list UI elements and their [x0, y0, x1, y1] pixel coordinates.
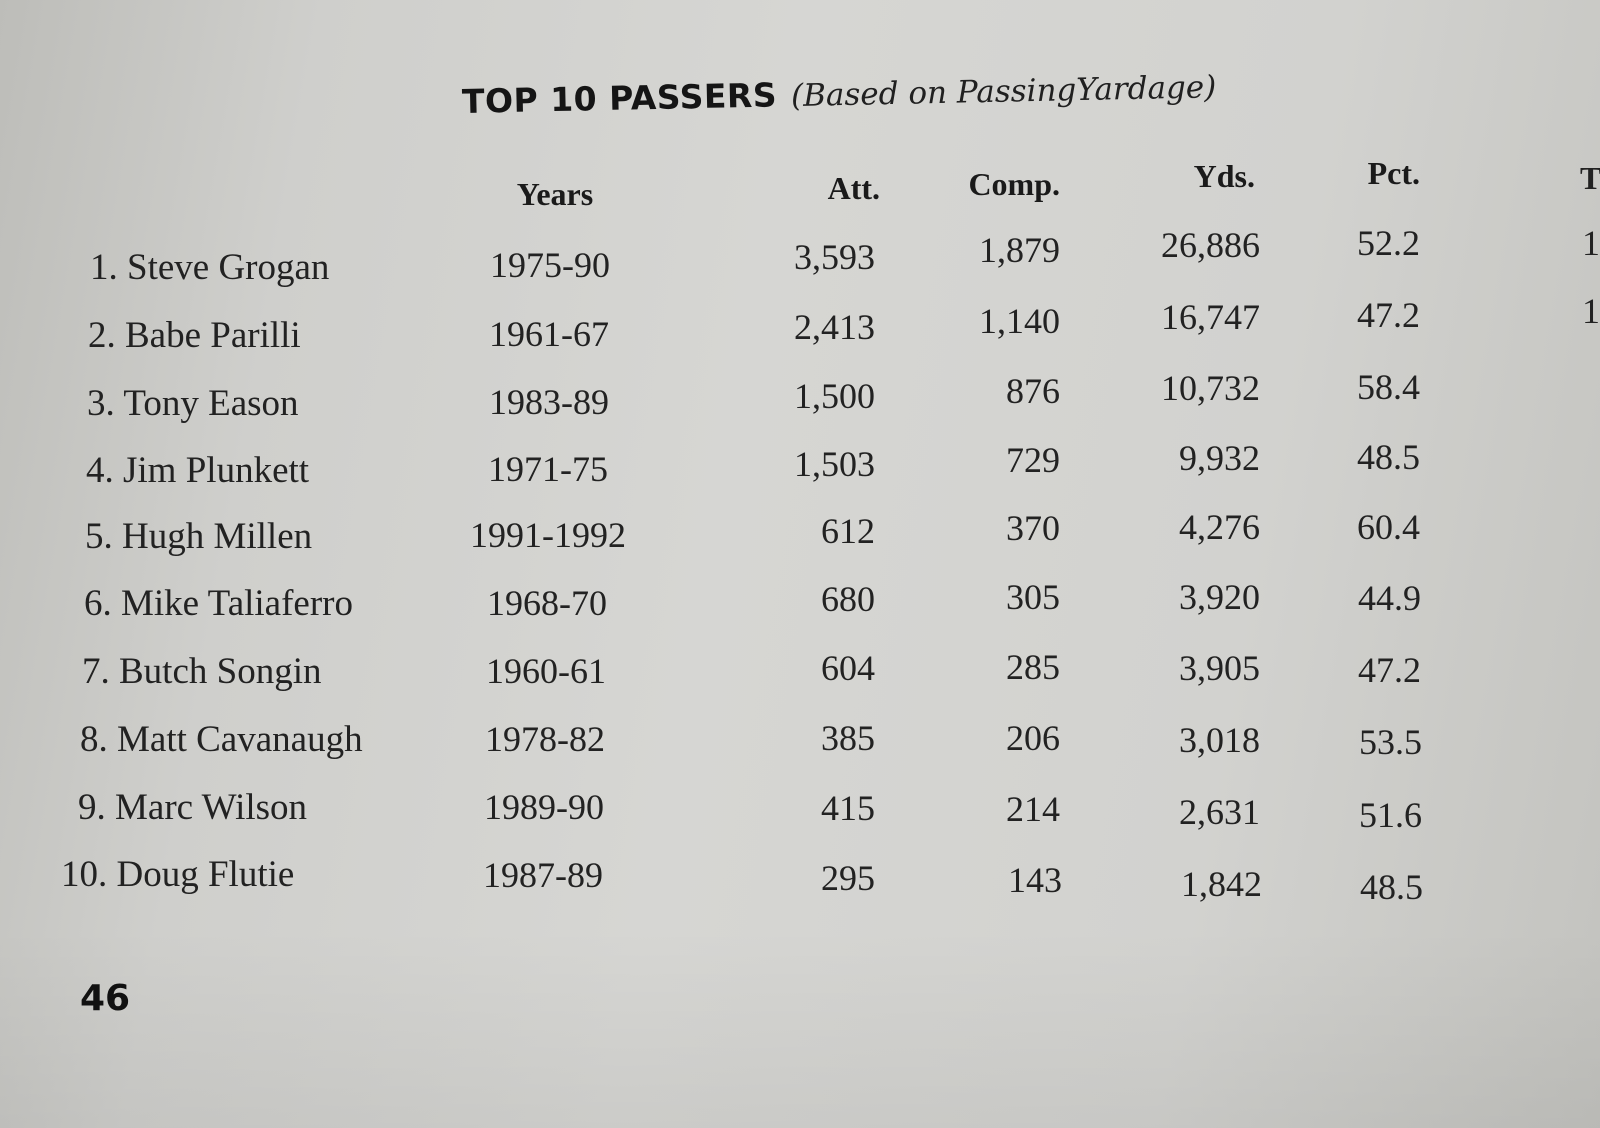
header-partial-column: T	[1580, 160, 1600, 196]
player-name: 4. Jim Plunkett	[86, 450, 310, 491]
cell-years: 1975-90	[490, 245, 610, 285]
cell-att: 1,503	[794, 444, 875, 484]
cell-pct: 47.2	[1357, 295, 1420, 335]
cell-pct: 60.4	[1357, 507, 1420, 547]
cell-years: 1987-89	[483, 855, 603, 895]
cell-comp: 370	[1006, 508, 1060, 548]
cell-att: 385	[821, 718, 875, 758]
cell-yds: 4,276	[1179, 507, 1260, 547]
cell-partial-column: 1	[1582, 291, 1600, 331]
header-years: Years	[516, 176, 594, 212]
player-name: 3. Tony Eason	[87, 383, 299, 424]
header-att: Att.	[827, 170, 880, 206]
cell-att: 415	[821, 788, 875, 828]
cell-yds: 3,905	[1179, 648, 1260, 688]
player-name: 6. Mike Taliaferro	[84, 583, 353, 624]
cell-comp: 876	[1006, 371, 1060, 411]
player-name: 9. Marc Wilson	[78, 787, 308, 828]
cell-yds: 3,920	[1179, 577, 1260, 617]
cell-att: 3,593	[794, 237, 875, 277]
header-comp: Comp.	[968, 166, 1060, 202]
page-number: 46	[80, 978, 131, 1019]
cell-years: 1961-67	[489, 314, 609, 354]
cell-yds: 10,732	[1161, 368, 1260, 408]
cell-att: 604	[821, 648, 875, 688]
cell-yds: 26,886	[1161, 225, 1260, 265]
player-name: 8. Matt Cavanaugh	[80, 719, 363, 760]
cell-years: 1978-82	[485, 719, 605, 759]
header-pct: Pct.	[1367, 155, 1420, 191]
cell-years: 1968-70	[487, 583, 607, 623]
player-name: 10. Doug Flutie	[61, 854, 295, 895]
cell-comp: 305	[1006, 577, 1060, 617]
cell-comp: 729	[1006, 440, 1060, 480]
cell-att: 295	[821, 858, 875, 898]
header-yds: Yds.	[1193, 158, 1255, 194]
cell-att: 2,413	[794, 307, 875, 347]
cell-yds: 2,631	[1179, 792, 1260, 832]
player-name: 1. Steve Grogan	[90, 247, 330, 288]
cell-yds: 1,842	[1181, 864, 1262, 904]
cell-att: 1,500	[794, 376, 875, 416]
cell-comp: 206	[1006, 718, 1060, 758]
player-name: 7. Butch Songin	[82, 651, 322, 692]
cell-comp: 1,140	[979, 301, 1060, 341]
player-name: 5. Hugh Millen	[85, 516, 313, 557]
cell-yds: 16,747	[1161, 297, 1260, 337]
cell-years: 1983-89	[489, 382, 609, 422]
cell-pct: 58.4	[1357, 367, 1420, 407]
table-title: TOP 10 PASSERS (Based on PassingYardage)	[462, 66, 1217, 121]
player-name: 2. Babe Parilli	[88, 315, 301, 356]
cell-comp: 143	[1008, 860, 1062, 900]
cell-pct: 48.5	[1357, 437, 1420, 477]
cell-pct: 53.5	[1359, 722, 1422, 762]
cell-att: 612	[821, 511, 875, 551]
cell-comp: 285	[1006, 647, 1060, 687]
cell-pct: 51.6	[1359, 795, 1422, 835]
cell-pct: 48.5	[1360, 867, 1423, 907]
table-title-subtitle: (Based on PassingYardage)	[790, 69, 1217, 115]
cell-years: 1960-61	[486, 651, 606, 691]
cell-att: 680	[821, 579, 875, 619]
cell-pct: 52.2	[1357, 223, 1420, 263]
table-title-main: TOP 10 PASSERS	[461, 75, 778, 121]
cell-yds: 9,932	[1179, 438, 1260, 478]
cell-comp: 214	[1006, 789, 1060, 829]
cell-partial-column: 1	[1582, 223, 1600, 263]
cell-pct: 47.2	[1358, 650, 1421, 690]
cell-comp: 1,879	[979, 230, 1060, 270]
cell-pct: 44.9	[1358, 578, 1421, 618]
cell-years: 1991-1992	[470, 515, 626, 555]
cell-yds: 3,018	[1179, 720, 1260, 760]
cell-years: 1989-90	[484, 787, 604, 827]
cell-years: 1971-75	[488, 449, 608, 489]
